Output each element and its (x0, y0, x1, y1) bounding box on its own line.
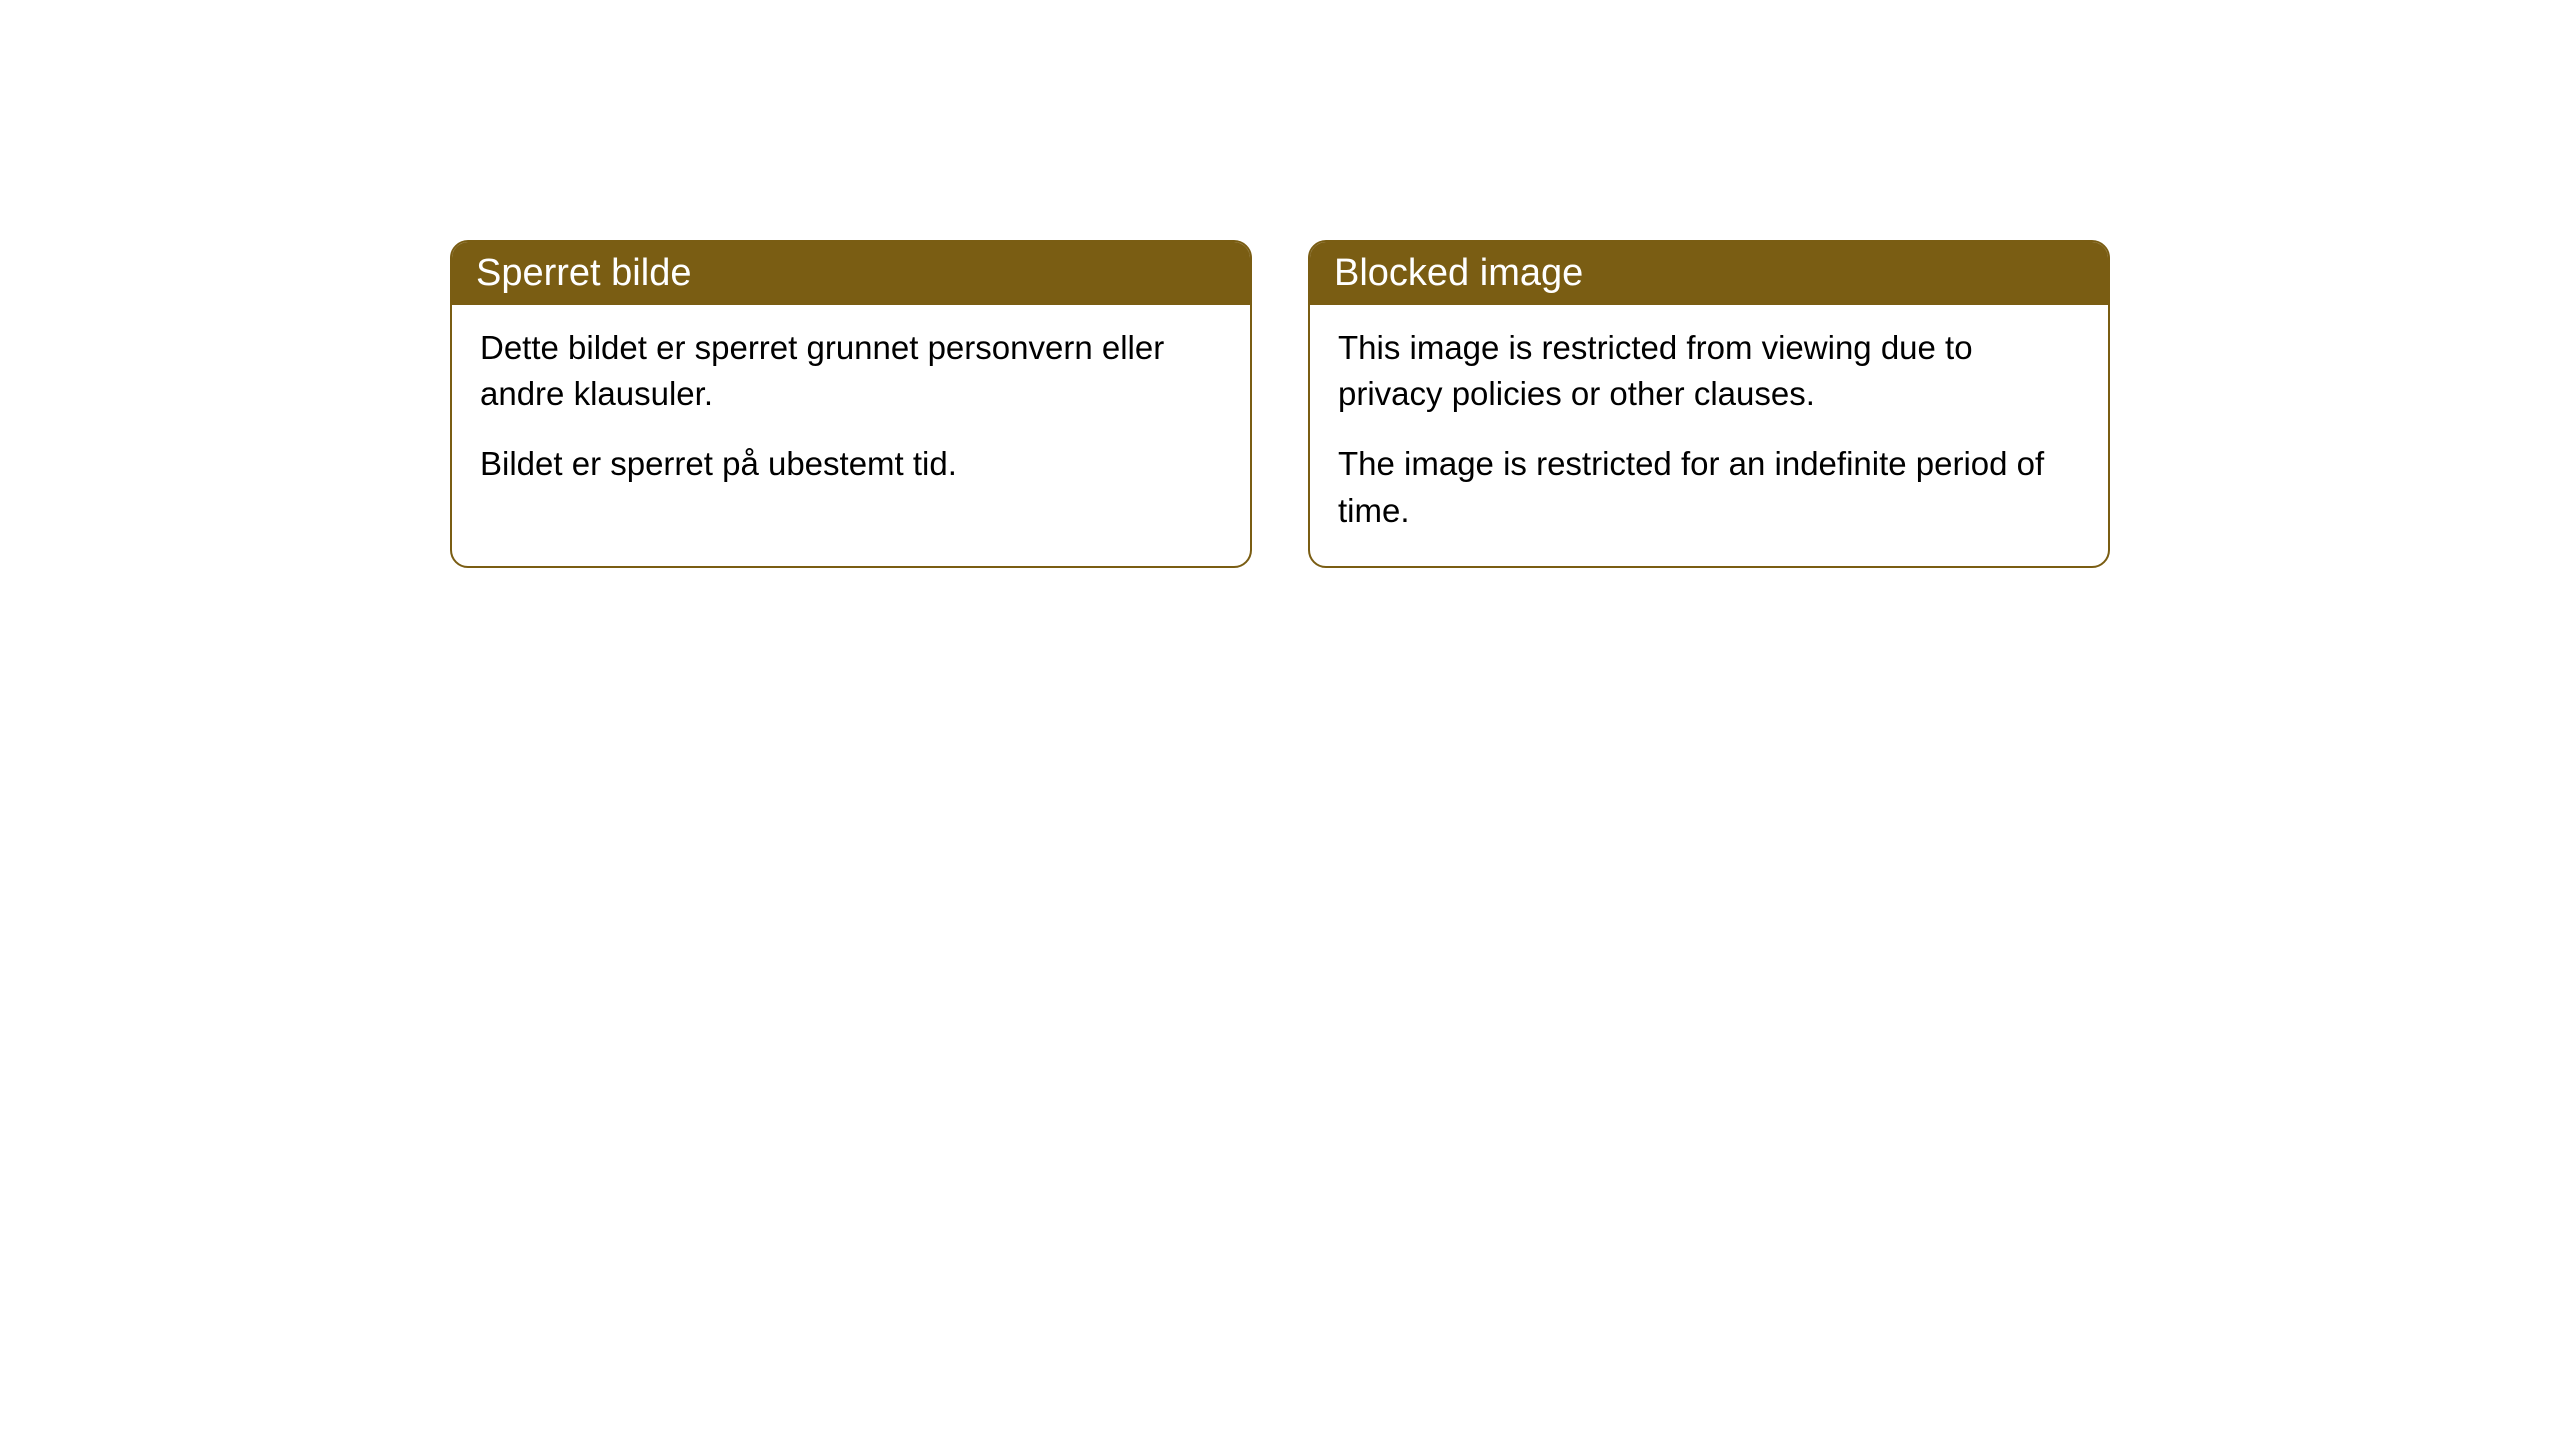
notice-card-norwegian: Sperret bilde Dette bildet er sperret gr… (450, 240, 1252, 568)
card-body-english: This image is restricted from viewing du… (1310, 305, 2108, 566)
card-title-english: Blocked image (1334, 252, 1583, 294)
card-body-norwegian: Dette bildet er sperret grunnet personve… (452, 305, 1250, 520)
notice-card-english: Blocked image This image is restricted f… (1308, 240, 2110, 568)
card-title-norwegian: Sperret bilde (476, 252, 691, 294)
card-paragraph-1-norwegian: Dette bildet er sperret grunnet personve… (480, 325, 1222, 417)
card-paragraph-2-english: The image is restricted for an indefinit… (1338, 441, 2080, 533)
notice-cards-container: Sperret bilde Dette bildet er sperret gr… (450, 240, 2110, 568)
card-header-norwegian: Sperret bilde (452, 242, 1250, 305)
card-paragraph-1-english: This image is restricted from viewing du… (1338, 325, 2080, 417)
card-header-english: Blocked image (1310, 242, 2108, 305)
card-paragraph-2-norwegian: Bildet er sperret på ubestemt tid. (480, 441, 1222, 487)
